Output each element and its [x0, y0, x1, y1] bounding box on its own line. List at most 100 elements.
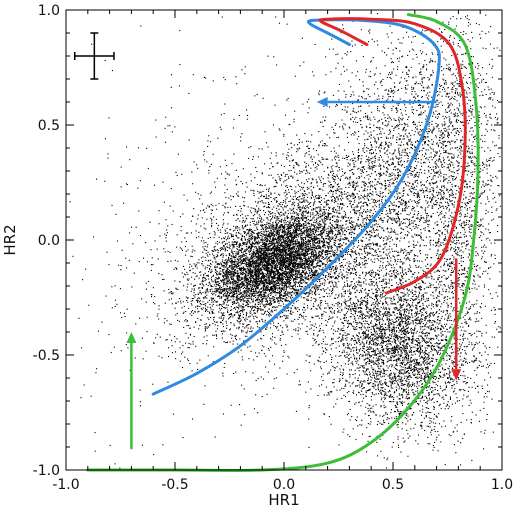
data-point: [261, 250, 263, 252]
data-point: [279, 264, 281, 266]
data-point: [249, 289, 251, 291]
data-point: [311, 260, 313, 262]
data-point: [252, 316, 254, 318]
data-point: [296, 289, 298, 291]
data-point: [332, 209, 334, 211]
data-point: [263, 206, 265, 208]
data-point: [270, 260, 272, 262]
data-point: [277, 237, 279, 239]
data-point: [253, 223, 255, 225]
data-point: [217, 290, 219, 292]
data-point: [218, 273, 220, 275]
data-point: [250, 245, 252, 247]
data-point: [212, 274, 214, 276]
data-point: [244, 276, 246, 278]
data-point: [229, 261, 231, 263]
data-point: [275, 234, 277, 236]
data-point: [271, 278, 273, 280]
data-point: [285, 245, 287, 247]
data-point: [271, 265, 273, 267]
data-point: [317, 265, 319, 267]
data-point: [239, 291, 241, 293]
data-point: [293, 258, 295, 260]
data-point: [282, 201, 284, 203]
data-point: [232, 288, 234, 290]
data-point: [177, 301, 179, 303]
data-point: [284, 254, 286, 256]
data-point: [282, 263, 284, 265]
data-point: [199, 303, 201, 305]
data-point: [268, 283, 270, 285]
data-point: [186, 271, 188, 273]
data-point: [252, 215, 254, 217]
data-point: [290, 285, 292, 287]
data-point: [277, 231, 279, 233]
data-point: [319, 265, 321, 267]
data-point: [262, 290, 264, 292]
data-point: [266, 267, 268, 269]
data-point: [265, 279, 267, 281]
data-point: [263, 255, 265, 257]
data-point: [278, 251, 280, 253]
data-point: [285, 252, 287, 254]
data-point: [295, 239, 297, 241]
data-point: [231, 267, 233, 269]
data-point: [247, 295, 249, 297]
data-point: [258, 256, 260, 258]
data-point: [283, 260, 285, 262]
data-point: [285, 299, 287, 301]
data-point: [371, 232, 373, 234]
data-point: [268, 284, 270, 286]
data-point: [285, 281, 287, 283]
data-point: [269, 246, 271, 248]
data-point: [242, 291, 244, 293]
data-point: [275, 232, 277, 234]
data-point: [296, 216, 298, 218]
data-point: [306, 235, 308, 237]
data-point: [300, 243, 302, 245]
data-point: [232, 274, 234, 276]
data-point: [315, 308, 317, 310]
data-point: [304, 253, 306, 255]
data-point: [221, 330, 223, 332]
data-point: [226, 250, 228, 252]
data-point: [287, 246, 289, 248]
data-point: [241, 279, 243, 281]
data-point: [274, 247, 276, 249]
data-point: [251, 231, 253, 233]
data-point: [312, 245, 314, 247]
data-point: [243, 323, 245, 325]
data-point: [324, 218, 326, 220]
data-point: [296, 266, 298, 268]
data-point: [252, 242, 254, 244]
data-point: [291, 218, 293, 220]
data-point: [266, 260, 268, 262]
data-point: [246, 318, 248, 320]
data-point: [290, 250, 292, 252]
data-point: [201, 260, 203, 262]
data-point: [216, 274, 218, 276]
data-point: [241, 295, 243, 297]
data-point: [238, 321, 240, 323]
data-point: [298, 243, 300, 245]
data-point: [226, 281, 228, 283]
data-point: [277, 241, 279, 243]
data-point: [268, 290, 270, 292]
data-point: [282, 254, 284, 256]
data-point: [289, 268, 291, 270]
data-point: [225, 294, 227, 296]
data-point: [318, 222, 320, 224]
data-point: [266, 253, 268, 255]
data-point: [301, 201, 303, 203]
data-point: [265, 255, 267, 257]
data-point: [299, 244, 301, 246]
data-point: [244, 286, 246, 288]
data-point: [233, 291, 235, 293]
data-point: [274, 274, 276, 276]
data-point: [300, 246, 302, 248]
data-point: [279, 297, 281, 299]
data-point: [341, 238, 343, 240]
data-point: [176, 268, 178, 270]
data-point: [247, 275, 249, 277]
data-point: [250, 274, 252, 276]
